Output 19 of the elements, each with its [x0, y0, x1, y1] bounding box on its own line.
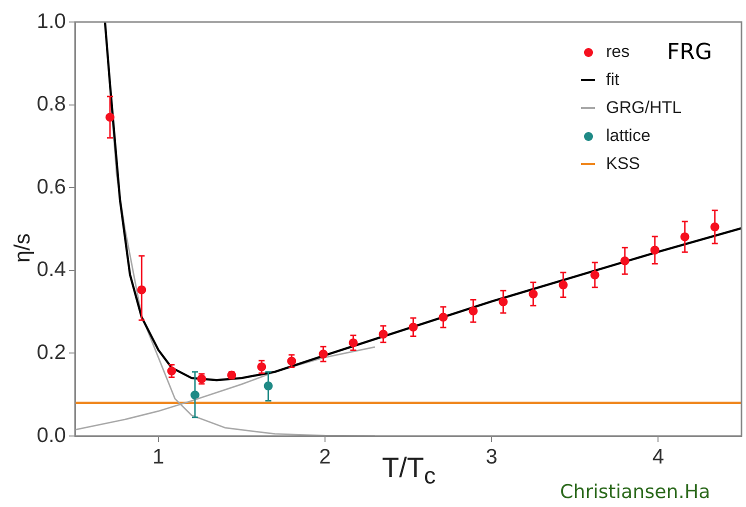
annotation: FRG	[667, 40, 712, 65]
legend-label: fit	[606, 70, 620, 90]
y-tick-label: 0.2	[36, 340, 66, 364]
y-axis-title: η/s	[10, 233, 36, 263]
y-tick-label: 0.4	[36, 258, 66, 282]
legend-label: KSS	[606, 154, 640, 174]
legend-label: lattice	[606, 126, 650, 146]
y-tick-label: 0.6	[36, 175, 66, 198]
legend-label: res	[606, 42, 630, 62]
y-tick-label: 0.0	[36, 424, 66, 447]
y-tick-label: 0.8	[36, 92, 66, 116]
x-tick-label: 2	[319, 445, 331, 468]
x-tick-label: 1	[152, 445, 164, 468]
text: Christiansen.Ha	[560, 481, 710, 503]
x-tick-label: 3	[486, 445, 498, 468]
x-tick-label: 4	[652, 445, 664, 468]
legend-label: GRG/HTL	[606, 98, 682, 118]
x-axis-title: T/T$_{c}$	[382, 452, 436, 490]
y-tick-label: 1.0	[36, 10, 66, 33]
